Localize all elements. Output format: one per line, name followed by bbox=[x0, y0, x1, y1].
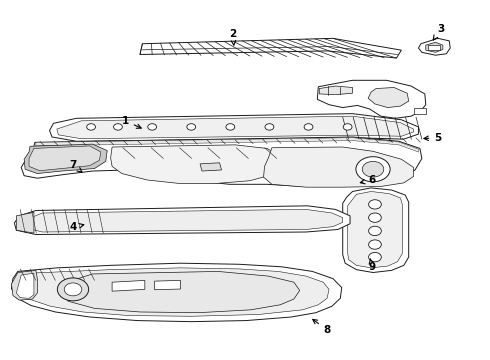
Text: 5: 5 bbox=[424, 133, 441, 143]
Polygon shape bbox=[368, 87, 409, 108]
Polygon shape bbox=[63, 271, 300, 313]
Circle shape bbox=[187, 124, 196, 130]
Polygon shape bbox=[111, 145, 282, 184]
Polygon shape bbox=[21, 137, 422, 186]
Polygon shape bbox=[29, 146, 101, 171]
Circle shape bbox=[87, 124, 96, 130]
Polygon shape bbox=[319, 86, 352, 95]
Polygon shape bbox=[23, 210, 343, 232]
Polygon shape bbox=[36, 138, 418, 152]
Text: 2: 2 bbox=[229, 29, 236, 45]
Polygon shape bbox=[16, 212, 34, 233]
Circle shape bbox=[368, 240, 381, 249]
Circle shape bbox=[148, 124, 157, 130]
Text: 9: 9 bbox=[368, 259, 376, 272]
Polygon shape bbox=[11, 263, 342, 321]
Circle shape bbox=[368, 213, 381, 222]
Circle shape bbox=[57, 278, 89, 301]
Text: 6: 6 bbox=[360, 175, 376, 185]
Polygon shape bbox=[264, 147, 414, 187]
Polygon shape bbox=[418, 39, 450, 55]
Text: 4: 4 bbox=[69, 222, 84, 232]
Circle shape bbox=[226, 124, 235, 130]
Polygon shape bbox=[16, 273, 34, 298]
Polygon shape bbox=[140, 39, 401, 58]
Polygon shape bbox=[414, 108, 426, 114]
Text: 1: 1 bbox=[122, 116, 141, 128]
Circle shape bbox=[265, 124, 274, 130]
Text: 3: 3 bbox=[433, 24, 444, 40]
Polygon shape bbox=[426, 42, 443, 52]
Circle shape bbox=[64, 283, 82, 296]
Polygon shape bbox=[155, 280, 180, 290]
Polygon shape bbox=[200, 163, 221, 171]
Polygon shape bbox=[14, 206, 350, 234]
Polygon shape bbox=[49, 114, 418, 141]
Circle shape bbox=[343, 124, 352, 130]
Text: 8: 8 bbox=[313, 319, 331, 335]
Circle shape bbox=[368, 252, 381, 262]
Polygon shape bbox=[20, 268, 329, 316]
Circle shape bbox=[356, 157, 390, 182]
Polygon shape bbox=[112, 280, 145, 291]
Circle shape bbox=[362, 161, 384, 177]
Polygon shape bbox=[11, 270, 37, 300]
Circle shape bbox=[368, 226, 381, 235]
Polygon shape bbox=[343, 188, 409, 273]
Circle shape bbox=[114, 124, 122, 130]
Text: 7: 7 bbox=[69, 160, 82, 172]
Polygon shape bbox=[318, 80, 426, 118]
Polygon shape bbox=[57, 116, 414, 139]
Polygon shape bbox=[347, 192, 402, 268]
Circle shape bbox=[304, 124, 313, 130]
Circle shape bbox=[368, 200, 381, 209]
Polygon shape bbox=[24, 144, 107, 174]
Polygon shape bbox=[428, 45, 441, 50]
